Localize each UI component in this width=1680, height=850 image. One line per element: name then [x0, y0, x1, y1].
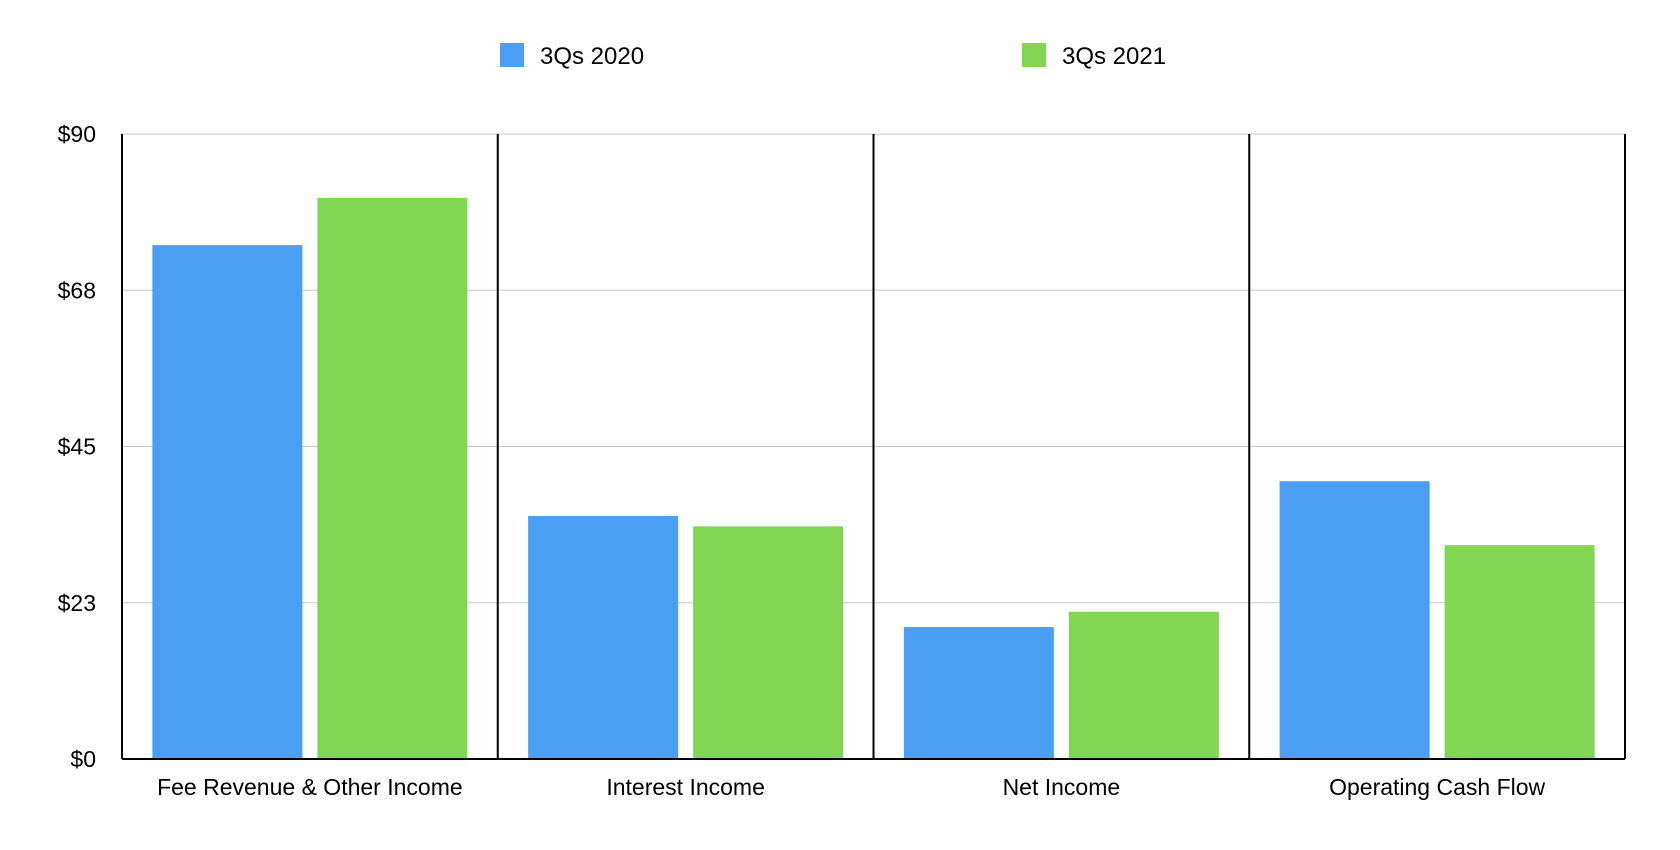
axes: [121, 134, 1626, 760]
x-category-label: Net Income: [1003, 774, 1121, 800]
legend-swatch: [500, 43, 524, 67]
x-axis-category-labels: Fee Revenue & Other Income Interest Incom…: [157, 774, 1545, 800]
bars: [152, 197, 1595, 760]
legend-swatch: [1022, 43, 1046, 67]
y-tick-label: $90: [58, 121, 96, 147]
bar: [693, 526, 844, 759]
y-tick-label: $0: [70, 746, 96, 772]
bar: [1444, 545, 1595, 759]
legend-label: 3Qs 2021: [1062, 43, 1166, 70]
bar: [903, 627, 1054, 759]
legend-label: 3Qs 2020: [540, 43, 644, 70]
y-tick-label: $23: [58, 590, 96, 616]
x-category-label: Fee Revenue & Other Income: [157, 774, 463, 800]
x-category-label: Operating Cash Flow: [1329, 774, 1545, 800]
bar: [317, 197, 468, 759]
y-axis-tick-labels: $0 $23 $45 $68 $90: [58, 121, 96, 772]
bar: [152, 245, 303, 760]
legend: 3Qs 2020 3Qs 2021: [500, 43, 1166, 70]
bar: [1279, 481, 1430, 759]
y-tick-label: $45: [58, 434, 96, 460]
bar: [1068, 611, 1219, 759]
y-tick-label: $68: [58, 277, 96, 303]
bar: [528, 515, 679, 759]
x-category-label: Interest Income: [606, 774, 765, 800]
